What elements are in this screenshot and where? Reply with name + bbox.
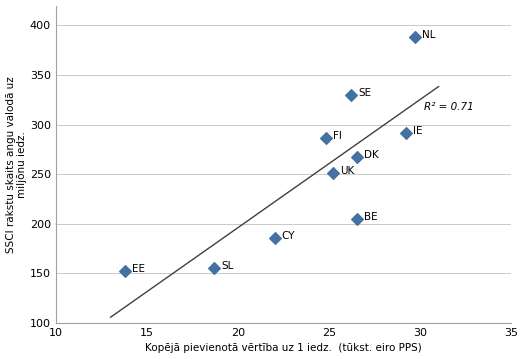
Point (329, 171, 337, 176)
Text: BE: BE (364, 212, 377, 222)
Text: R² = 0.71: R² = 0.71 (424, 102, 474, 112)
Point (411, 34, 419, 40)
Point (270, 235, 279, 241)
Text: NL: NL (422, 30, 435, 40)
X-axis label: Kopējā pievienotā vērtība uz 1 iedz.  (tūkst. eiro PPS): Kopējā pievienotā vērtība uz 1 iedz. (tū… (145, 344, 422, 354)
Point (401, 130, 410, 135)
Text: SE: SE (358, 88, 372, 98)
Text: FI: FI (333, 131, 342, 140)
Point (210, 266, 219, 271)
Text: EE: EE (133, 265, 146, 274)
Point (352, 216, 361, 222)
Y-axis label: SSCI rakstu skaits angu valodā uz
miljōnu iedz.: SSCI rakstu skaits angu valodā uz miljōn… (6, 76, 27, 253)
Text: IE: IE (413, 126, 422, 136)
Text: UK: UK (340, 166, 354, 176)
Point (121, 269, 129, 274)
Text: SL: SL (222, 261, 234, 271)
Point (321, 135, 330, 140)
Text: DK: DK (364, 150, 379, 160)
Point (347, 92, 355, 98)
Point (352, 154, 361, 160)
Text: CY: CY (282, 231, 296, 241)
